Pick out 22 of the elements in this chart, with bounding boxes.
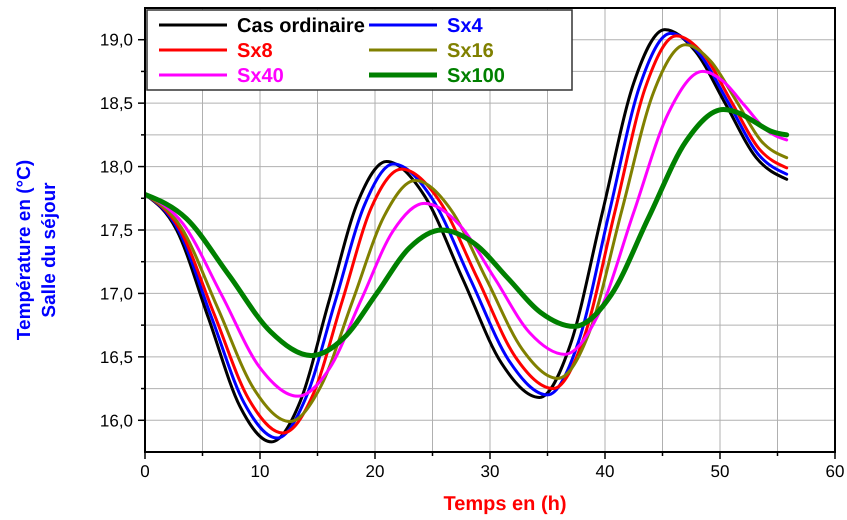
y-tick-label: 17,5 (100, 221, 133, 240)
legend-label: Sx4 (447, 15, 484, 37)
y-axis-title: Température en (°C) Salle du séjour (14, 160, 60, 340)
y-tick-label: 16,5 (100, 348, 133, 367)
x-tick-label: 10 (250, 462, 270, 481)
x-tick-label: 60 (826, 462, 844, 481)
y-tick-label: 18,5 (100, 94, 133, 114)
y-tick-label: 18,0 (100, 158, 133, 177)
legend-label: Sx8 (237, 40, 273, 62)
x-tick-label: 40 (596, 462, 614, 481)
x-tick-label: 20 (366, 462, 384, 481)
y-tick-label: 19,0 (100, 30, 133, 50)
x-tick-label: 0 (140, 462, 150, 481)
x-axis-title: Temps en (h) (444, 493, 566, 515)
legend-label: Cas ordinaire (237, 15, 365, 37)
x-tick-label: 50 (710, 462, 730, 481)
legend-label: Sx40 (237, 65, 284, 87)
y-tick-label: 17,0 (100, 284, 133, 304)
x-tick-label: 30 (480, 462, 500, 481)
y-tick-label: 16,0 (100, 411, 133, 430)
legend-label: Sx100 (447, 65, 505, 87)
legend-label: Sx16 (447, 40, 494, 62)
